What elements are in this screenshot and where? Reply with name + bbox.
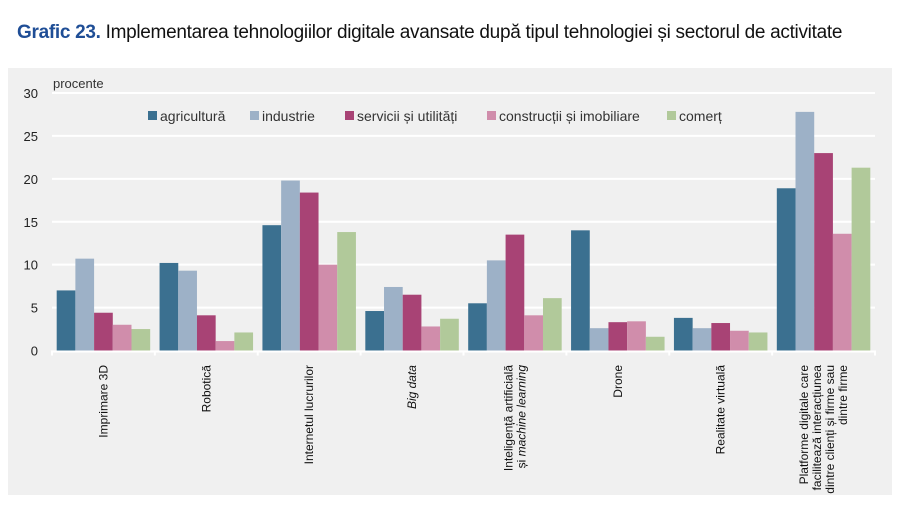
bar-2-0	[262, 225, 282, 351]
bar-6-3	[730, 330, 749, 351]
bar-4-1	[486, 260, 506, 351]
bar-4-3	[524, 315, 543, 351]
bar-1-2	[196, 315, 216, 351]
bar-2-4	[337, 232, 356, 351]
bar-2-2	[299, 192, 319, 351]
bar-6-0	[673, 317, 693, 351]
y-tick-label: 10	[24, 258, 38, 273]
x-category-label: facilitează interacțiunea	[810, 365, 824, 491]
bar-7-2	[814, 153, 833, 351]
legend-swatch	[148, 111, 157, 120]
bar-3-3	[421, 326, 441, 351]
legend-swatch	[250, 111, 259, 120]
legend-label: industrie	[262, 108, 315, 124]
y-tick-label: 20	[24, 172, 38, 187]
label-segment: dintre firme	[836, 365, 850, 425]
y-tick-label: 0	[31, 344, 38, 359]
bar-3-2	[402, 294, 422, 351]
x-category-label: și machine learning	[514, 365, 528, 469]
legend-label: comerț	[679, 108, 722, 124]
chart-title: Grafic 23. Implementarea tehnologiilor d…	[17, 22, 842, 44]
label-segment: Imprimare 3D	[96, 365, 110, 438]
bar-5-3	[627, 321, 646, 351]
x-category-label: Drone	[611, 365, 625, 398]
x-category-label: Robotică	[199, 365, 213, 413]
legend-swatch	[487, 111, 496, 120]
chart-title-text: Implementarea tehnologiilor digitale ava…	[105, 22, 843, 43]
x-category-label: Realitate virtuală	[714, 365, 728, 455]
bar-5-0	[571, 230, 590, 351]
label-segment: dintre clienți și firme sau	[823, 365, 837, 494]
bar-2-3	[318, 264, 338, 351]
label-segment: Realitate virtuală	[714, 365, 728, 455]
y-tick-label: 25	[24, 129, 38, 144]
bar-3-1	[384, 286, 403, 351]
bar-5-4	[645, 336, 665, 351]
bar-0-2	[94, 312, 113, 351]
x-category-label: Internetul lucrurilor	[302, 365, 316, 464]
bar-5-2	[608, 322, 628, 351]
bar-7-1	[795, 111, 815, 351]
bar-7-3	[832, 233, 852, 351]
x-category-label: Imprimare 3D	[96, 365, 110, 438]
x-category-label: Platforme digitale care	[797, 365, 811, 485]
bar-6-1	[692, 328, 712, 351]
bar-0-1	[75, 258, 95, 351]
chart-panel	[8, 68, 892, 495]
bar-0-0	[56, 290, 76, 351]
bar-6-2	[711, 323, 731, 351]
y-tick-label: 5	[31, 301, 38, 316]
label-segment: Robotică	[199, 365, 213, 413]
y-axis-label: procente	[53, 76, 104, 91]
legend-label: construcții și imobiliare	[499, 108, 640, 124]
bar-2-1	[281, 180, 300, 351]
chart-number: Grafic 23.	[17, 22, 101, 43]
label-segment: Big data	[405, 365, 419, 409]
x-category-label: dintre firme	[836, 365, 850, 425]
bar-5-1	[589, 328, 609, 351]
bar-6-4	[748, 332, 768, 351]
legend-label: agricultură	[160, 108, 226, 124]
x-category-label: Inteligență artificială	[501, 365, 515, 471]
bar-0-4	[131, 329, 151, 351]
bar-1-0	[159, 262, 179, 351]
y-tick-label: 15	[24, 215, 38, 230]
x-category-label: Big data	[405, 365, 419, 409]
x-category-label: dintre clienți și firme sau	[823, 365, 837, 494]
label-segment: și	[514, 456, 528, 468]
bar-0-3	[112, 324, 132, 351]
label-segment: Inteligență artificială	[501, 365, 515, 471]
bar-1-1	[178, 270, 197, 351]
label-segment: machine learning	[514, 365, 528, 457]
bar-7-0	[776, 188, 796, 351]
bar-1-3	[215, 341, 235, 351]
legend-swatch	[345, 111, 354, 120]
bar-3-0	[365, 311, 385, 351]
bar-4-0	[468, 303, 487, 351]
label-segment: facilitează interacțiunea	[810, 365, 824, 491]
legend-label: servicii și utilități	[357, 108, 457, 124]
legend-swatch	[667, 111, 676, 120]
bar-7-4	[851, 167, 871, 351]
y-tick-label: 30	[24, 86, 38, 101]
bar-4-4	[542, 298, 562, 351]
label-segment: Platforme digitale care	[797, 365, 811, 485]
bar-3-4	[440, 318, 459, 351]
label-segment: Internetul lucrurilor	[302, 365, 316, 464]
bar-4-2	[505, 234, 525, 351]
bar-1-4	[234, 332, 254, 351]
label-segment: Drone	[611, 365, 625, 398]
